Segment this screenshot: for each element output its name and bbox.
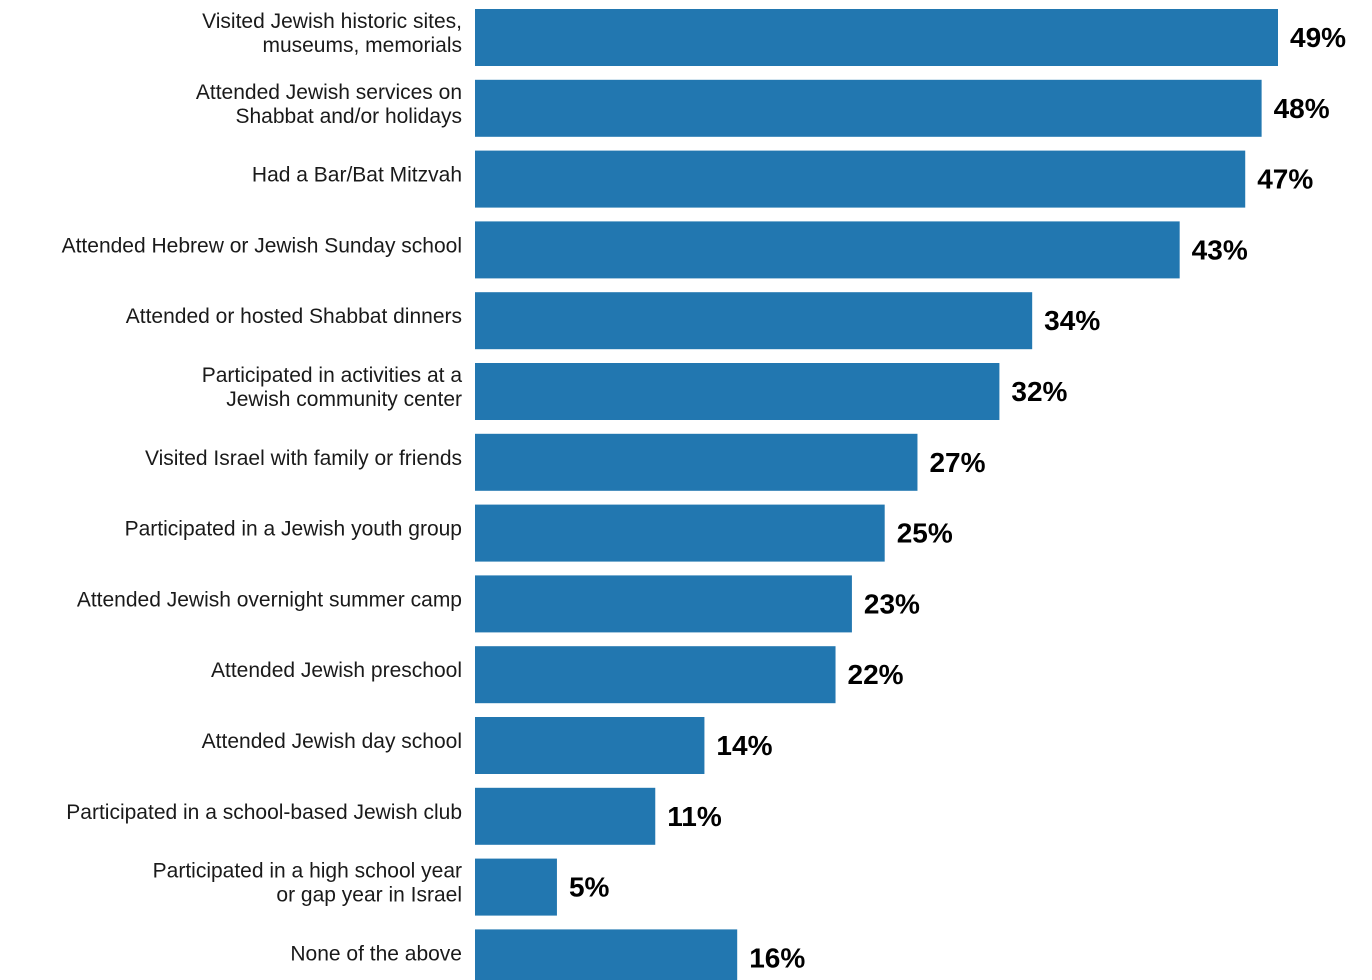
category-label-line: Participated in a high school year: [153, 860, 462, 883]
bar-1: [475, 79, 1262, 137]
category-label-10: Attended Jewish day school: [202, 730, 462, 753]
category-label-5: Participated in activities at a Jewish co…: [202, 364, 463, 411]
value-label-12: 5%: [569, 872, 610, 903]
category-label-1: Attended Jewish services on Shabbat and/o…: [196, 81, 462, 128]
value-label-0: 49%: [1290, 22, 1346, 53]
category-label-8: Attended Jewish overnight summer camp: [77, 588, 462, 611]
category-label-line: Jewish community center: [226, 388, 462, 411]
bar-6: [475, 433, 918, 491]
category-label-line: Shabbat and/or holidays: [236, 105, 463, 128]
category-label-9: Attended Jewish preschool: [211, 659, 462, 682]
category-label-4: Attended or hosted Shabbat dinners: [126, 305, 462, 328]
value-label-1: 48%: [1274, 93, 1330, 124]
value-label-10: 14%: [716, 730, 772, 761]
category-label-line: Attended Jewish overnight summer camp: [77, 588, 462, 611]
bar-0: [475, 9, 1278, 66]
value-label-3: 43%: [1192, 234, 1248, 265]
category-label-line: Attended Jewish services on: [196, 81, 462, 104]
bar-11: [475, 787, 656, 845]
bar-5: [475, 363, 1000, 420]
bar-3: [475, 221, 1180, 279]
category-label-line: None of the above: [290, 942, 462, 965]
value-label-9: 22%: [848, 659, 904, 690]
category-label-11: Participated in a school-based Jewish cl…: [66, 801, 462, 824]
category-label-line: or gap year in Israel: [276, 884, 462, 907]
bar-12: [475, 858, 557, 916]
value-label-8: 23%: [864, 588, 920, 619]
value-label-7: 25%: [897, 518, 953, 549]
value-label-4: 34%: [1044, 305, 1100, 336]
value-label-6: 27%: [929, 447, 985, 478]
value-label-11: 11%: [667, 801, 722, 832]
category-label-12: Participated in a high school year or gap…: [153, 860, 462, 907]
category-label-0: Visited Jewish historic sites, museums, m…: [202, 10, 462, 57]
category-label-line: Had a Bar/Bat Mitzvah: [252, 164, 462, 187]
category-label-line: Participated in a Jewish youth group: [125, 518, 462, 541]
bar-4: [475, 292, 1033, 350]
bar-10: [475, 717, 705, 774]
value-label-2: 47%: [1257, 164, 1313, 195]
value-label-13: 16%: [749, 942, 805, 973]
bar-2: [475, 150, 1246, 208]
category-label-line: Attended Jewish day school: [202, 730, 462, 753]
category-label-2: Had a Bar/Bat Mitzvah: [252, 164, 462, 187]
category-label-line: Visited Israel with family or friends: [145, 447, 462, 470]
category-label-line: Attended or hosted Shabbat dinners: [126, 305, 462, 328]
category-label-line: Attended Hebrew or Jewish Sunday school: [62, 234, 462, 257]
category-label-line: Visited Jewish historic sites,: [202, 10, 462, 33]
category-label-line: Participated in activities at a: [202, 364, 463, 387]
bar-9: [475, 646, 836, 704]
category-label-line: museums, memorials: [262, 34, 462, 57]
category-label-line: Attended Jewish preschool: [211, 659, 462, 682]
value-label-5: 32%: [1011, 376, 1067, 407]
bar-7: [475, 504, 885, 562]
bar-8: [475, 575, 852, 633]
bar-13: [475, 929, 738, 980]
category-label-13: None of the above: [290, 942, 462, 965]
category-label-3: Attended Hebrew or Jewish Sunday school: [62, 234, 462, 257]
category-label-7: Participated in a Jewish youth group: [125, 518, 462, 541]
category-label-6: Visited Israel with family or friends: [145, 447, 462, 470]
category-label-line: Participated in a school-based Jewish cl…: [66, 801, 462, 824]
